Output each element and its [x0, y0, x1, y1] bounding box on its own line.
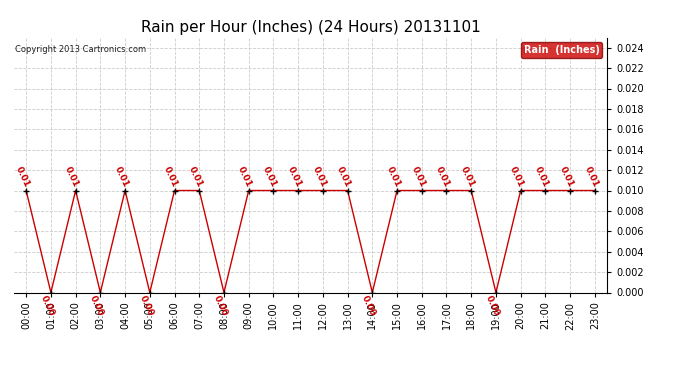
Text: 0.00: 0.00	[212, 294, 229, 318]
Text: 0.01: 0.01	[434, 165, 451, 189]
Text: 0.01: 0.01	[187, 165, 204, 189]
Text: 0.01: 0.01	[14, 165, 31, 189]
Text: 0.01: 0.01	[310, 165, 328, 189]
Text: 0.00: 0.00	[137, 294, 155, 318]
Text: 0.00: 0.00	[88, 294, 106, 318]
Text: 0.01: 0.01	[409, 165, 426, 189]
Text: 0.01: 0.01	[335, 165, 353, 189]
Text: 0.01: 0.01	[236, 165, 254, 189]
Text: 0.01: 0.01	[63, 165, 81, 189]
Text: 0.01: 0.01	[162, 165, 179, 189]
Text: Copyright 2013 Cartronics.com: Copyright 2013 Cartronics.com	[15, 45, 146, 54]
Text: 0.00: 0.00	[360, 294, 377, 318]
Title: Rain per Hour (Inches) (24 Hours) 20131101: Rain per Hour (Inches) (24 Hours) 201311…	[141, 20, 480, 35]
Text: 0.00: 0.00	[39, 294, 56, 318]
Text: 0.01: 0.01	[286, 165, 303, 189]
Text: 0.01: 0.01	[558, 165, 575, 189]
Text: 0.01: 0.01	[533, 165, 551, 189]
Text: 0.01: 0.01	[459, 165, 476, 189]
Text: 0.01: 0.01	[112, 165, 130, 189]
Text: 0.00: 0.00	[484, 294, 501, 318]
Text: 0.01: 0.01	[509, 165, 526, 189]
Text: 0.01: 0.01	[384, 165, 402, 189]
Legend: Rain  (Inches): Rain (Inches)	[521, 42, 602, 58]
Text: 0.01: 0.01	[261, 165, 278, 189]
Text: 0.01: 0.01	[582, 165, 600, 189]
